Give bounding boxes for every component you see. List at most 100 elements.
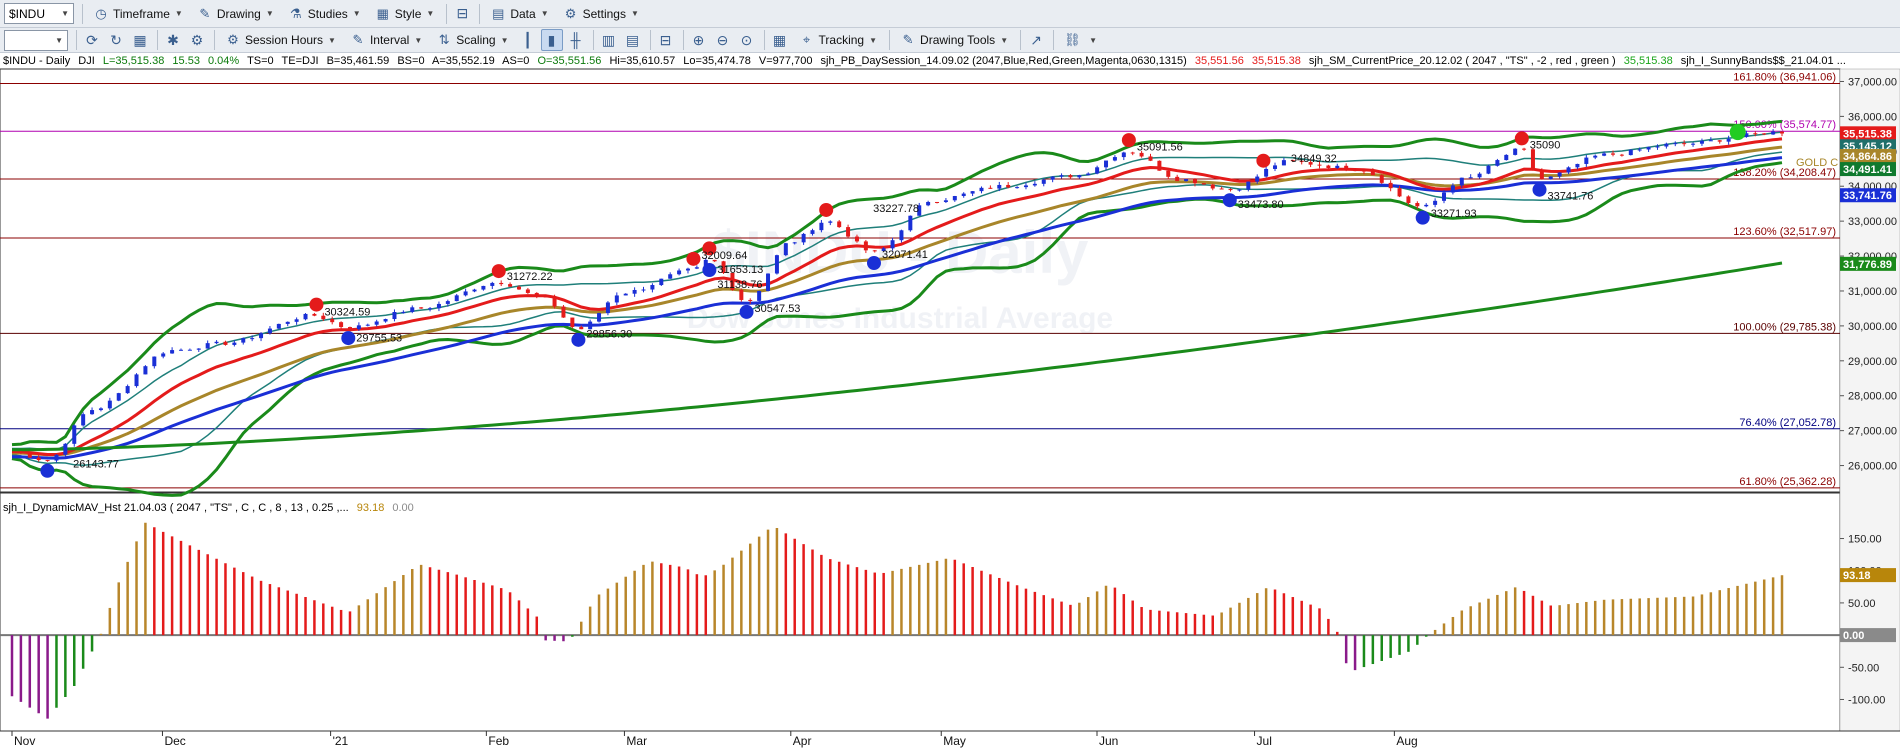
swing-high-marker (1256, 153, 1271, 168)
symbol-name: $INDU - Daily (3, 55, 71, 67)
study-current-price[interactable]: sjh_SM_CurrentPrice_20.12.02 ( 2047 , "T… (1308, 55, 1616, 67)
swing-high-marker (491, 264, 506, 279)
table-icon[interactable]: ▦ (772, 31, 787, 48)
study-day-session[interactable]: sjh_PB_DaySession_14.09.02 (2047,Blue,Re… (820, 55, 1187, 67)
swing-low-marker (702, 263, 717, 278)
secondary-toolbar: ▼ ⟳ ↻ ▦ ✱ ⚙ ⚙ Session Hours ▼ ✎ Interval ▼ ⇅… (0, 28, 1900, 53)
inner-upper-band-line (12, 131, 1783, 451)
interval-input[interactable]: ▼ (4, 29, 68, 51)
candle-body (943, 200, 948, 203)
more-tools-button[interactable]: ⛓ ▼ (1058, 29, 1103, 51)
indicator-name[interactable]: sjh_I_DynamicMAV_Hst 21.04.03 ( 2047 , "… (3, 502, 349, 514)
candle-body (1744, 133, 1749, 137)
candle-body (205, 343, 210, 349)
indicator-value2: 0.00 (392, 502, 414, 514)
candle-body (561, 306, 566, 318)
session-hours-menu[interactable]: ⚙ Session Hours ▼ (219, 29, 342, 51)
chevron-down-icon[interactable]: ▼ (61, 9, 69, 18)
study-sunny-bands[interactable]: sjh_I_SunnyBands$$_21.04.01 ... (1680, 55, 1846, 67)
candle-body (1584, 157, 1589, 164)
timeframe-menu[interactable]: ◷ Timeframe ▼ (87, 3, 189, 25)
candle-body (436, 303, 441, 309)
slow-ma-line (12, 156, 1783, 460)
data-menu[interactable]: ▤ Data ▼ (484, 3, 554, 25)
scaling-menu[interactable]: ⇅ Scaling ▼ (430, 29, 514, 51)
candle-body (1299, 161, 1304, 163)
symbol-input[interactable]: $INDU ▼ (4, 3, 74, 24)
zoom-out-icon[interactable]: ⊖ (716, 31, 729, 48)
panes-icon[interactable]: ⊟ (659, 31, 672, 48)
gear-icon[interactable]: ⚙ (190, 31, 204, 48)
swing-low-marker (341, 331, 356, 346)
candle-body (516, 286, 521, 290)
candle-body (1415, 203, 1420, 207)
candle-body (232, 342, 237, 345)
bar-chart-icon[interactable]: ┃ (523, 31, 532, 48)
wrench-icon[interactable]: ✱ (167, 31, 179, 48)
candle-body (1130, 152, 1135, 154)
swing-value-label: 33473.80 (1238, 199, 1284, 211)
columns-icon[interactable]: ▥ (601, 31, 616, 48)
zoom-reset-icon[interactable]: ⊙ (740, 31, 753, 48)
candle-body (570, 317, 575, 327)
time-axis-label: May (943, 734, 966, 748)
candle-body (428, 308, 433, 310)
candle-body (1192, 179, 1197, 184)
drawing-menu[interactable]: ✎ Drawing ▼ (191, 3, 280, 25)
style-menu[interactable]: ▦ Style ▼ (369, 3, 441, 25)
candle-body (241, 338, 246, 343)
chart-trend-icon[interactable]: ↗ (1030, 31, 1042, 48)
tracking-menu[interactable]: ⌖ Tracking ▼ (793, 29, 884, 51)
candle-chart-icon[interactable]: ▮ (540, 29, 563, 51)
drawing-tools-menu[interactable]: ✎ Drawing Tools ▼ (894, 29, 1014, 51)
ohlc-chart-icon[interactable]: ╫ (570, 32, 581, 48)
swing-high-marker (1514, 131, 1529, 146)
swing-low-marker (40, 463, 55, 478)
candle-body (365, 324, 370, 326)
refresh-icon[interactable]: ⟳ (86, 31, 98, 48)
candle-body (347, 327, 352, 330)
zoom-in-icon[interactable]: ⊕ (692, 31, 705, 48)
chevron-down-icon[interactable]: ▼ (55, 35, 63, 45)
price-axis-label: 27,000.00 (1848, 426, 1897, 438)
candle-body (98, 408, 103, 411)
reload-icon[interactable]: ↻ (110, 31, 122, 48)
panels-icon[interactable]: ▤ (625, 31, 640, 48)
candle-body (828, 221, 833, 223)
layout-icon[interactable]: ⊟ (456, 5, 469, 21)
interval-menu[interactable]: ✎ Interval ▼ (344, 29, 428, 51)
candle-body (401, 311, 406, 313)
candle-body (703, 259, 708, 268)
studies-menu[interactable]: ⚗ Studies ▼ (282, 3, 367, 25)
toolbar-separator (214, 30, 215, 50)
fib-level-label: 100.00% (29,785.38) (1733, 321, 1836, 333)
grid-icon[interactable]: ▦ (133, 31, 147, 48)
candle-body (1557, 172, 1562, 177)
candle-body (774, 255, 779, 274)
candle-body (588, 321, 593, 330)
swing-value-label: 35091.56 (1137, 142, 1183, 154)
candle-body (792, 242, 797, 244)
price-axis-label: 33,000.00 (1848, 216, 1897, 228)
candle-body (926, 201, 931, 206)
candle-body (312, 313, 317, 316)
settings-menu[interactable]: ⚙ Settings ▼ (557, 3, 645, 25)
candle-body (36, 457, 41, 461)
candle-body (1335, 165, 1340, 169)
swing-low-marker (739, 304, 754, 319)
candle-body (534, 292, 539, 297)
candle-body (1771, 131, 1776, 135)
candle-body (383, 319, 388, 322)
chart-area[interactable]: $INDU - Daily Dow Jones Industrial Averag… (0, 53, 1900, 750)
toolbar-separator (446, 3, 448, 24)
candle-body (134, 374, 139, 387)
price-tag-label: 34,864.86 (1843, 151, 1892, 163)
candle-body (641, 289, 646, 291)
last-price: L=35,515.38 (102, 55, 165, 67)
candle-body (543, 296, 548, 298)
price-tag-label: 35,515.38 (1843, 128, 1892, 140)
candle-body (1361, 170, 1366, 172)
candle-body (1006, 184, 1011, 188)
candle-body (1602, 153, 1607, 156)
